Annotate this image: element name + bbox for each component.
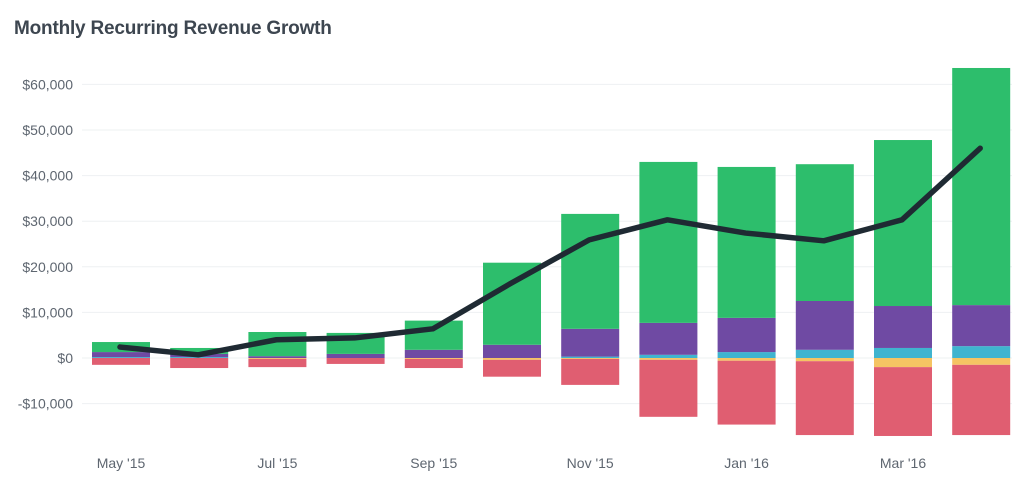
bar-segment-teal (639, 354, 698, 358)
bar-segment-yellow (248, 358, 307, 359)
x-axis: May '15 Jul '15 Sep '15 Nov '15 Jan '16 Mar '… (97, 455, 927, 471)
bar-segment-purple (326, 353, 385, 358)
bar-segment-teal (952, 346, 1011, 358)
bar-segment-green (639, 161, 698, 323)
bar-segment-yellow (483, 358, 541, 360)
bar-segment-red (795, 361, 854, 436)
bar-segment-green (404, 320, 463, 350)
bar-segment-teal (92, 357, 150, 358)
bar-segment-green (717, 166, 776, 318)
bar-segment-red (404, 358, 463, 369)
bar-segment-red (326, 358, 385, 364)
bar-segment-purple (874, 306, 932, 348)
y-tick-label: $50,000 (22, 122, 73, 138)
bar-segment-purple (952, 305, 1011, 347)
y-tick-label: $10,000 (22, 304, 73, 320)
chart-title: Monthly Recurring Revenue Growth (14, 18, 332, 39)
x-tick-label: Nov '15 (567, 455, 614, 471)
bar-segment-red (248, 358, 307, 368)
bar-segment-yellow (404, 358, 463, 359)
bar-segment-red (639, 359, 698, 417)
y-tick-label: $30,000 (22, 213, 73, 229)
x-tick-label: Jul '15 (257, 455, 297, 471)
bar-segment-purple (248, 356, 307, 358)
bar-segment-teal (874, 347, 932, 358)
gridlines (82, 83, 1012, 405)
bar-segment-red (717, 360, 776, 425)
bar-segment-red (92, 358, 150, 365)
bar-segment-purple (795, 301, 854, 350)
y-axis: -$10,000 $0 $10,000 $20,000 $30,000 $40,000 $5… (18, 76, 73, 411)
bar-segment-green (952, 67, 1011, 306)
bar-segment-green (170, 347, 229, 354)
bar-segment-red (561, 358, 620, 385)
bar-segment-purple (404, 349, 463, 358)
bar-segment-purple (483, 344, 541, 358)
bar-segment-purple (717, 317, 776, 353)
y-tick-label: -$10,000 (18, 396, 73, 412)
bar-segment-red (952, 364, 1011, 436)
bar-segment-yellow (874, 358, 932, 368)
bar-segment-yellow (639, 358, 698, 360)
bar-group (952, 67, 1011, 436)
bar-group (795, 164, 854, 436)
x-tick-label: Sep '15 (410, 455, 457, 471)
bar-segment-teal (717, 352, 776, 358)
net-line-path (117, 145, 983, 358)
bar-segment-red (170, 358, 229, 369)
bar-segment-red (483, 359, 541, 377)
bar-segment-teal (561, 356, 620, 358)
bar-segment-purple (92, 352, 150, 358)
x-tick-label: May '15 (97, 455, 146, 471)
y-tick-label: $0 (57, 350, 73, 366)
bar-segment-green (561, 213, 620, 329)
bar-segment-teal (170, 357, 229, 358)
bars (92, 67, 1011, 436)
bar-segment-green (483, 262, 541, 345)
bar-segment-yellow (717, 358, 776, 361)
x-tick-label: Mar '16 (880, 455, 926, 471)
y-tick-label: $20,000 (22, 259, 73, 275)
bar-segment-red (874, 367, 932, 436)
bar-group (717, 166, 776, 425)
bar-segment-purple (639, 322, 698, 355)
bar-group (874, 140, 932, 436)
bar-segment-yellow (561, 358, 620, 359)
bar-group (639, 161, 698, 417)
bar-segment-yellow (795, 358, 854, 362)
bar-group (483, 262, 541, 377)
y-tick-label: $60,000 (22, 76, 73, 92)
bar-segment-teal (795, 349, 854, 358)
bar-segment-purple (561, 328, 620, 357)
x-tick-label: Jan '16 (724, 455, 769, 471)
net-line (117, 145, 983, 358)
bar-segment-yellow (952, 358, 1011, 365)
y-tick-label: $40,000 (22, 168, 73, 184)
